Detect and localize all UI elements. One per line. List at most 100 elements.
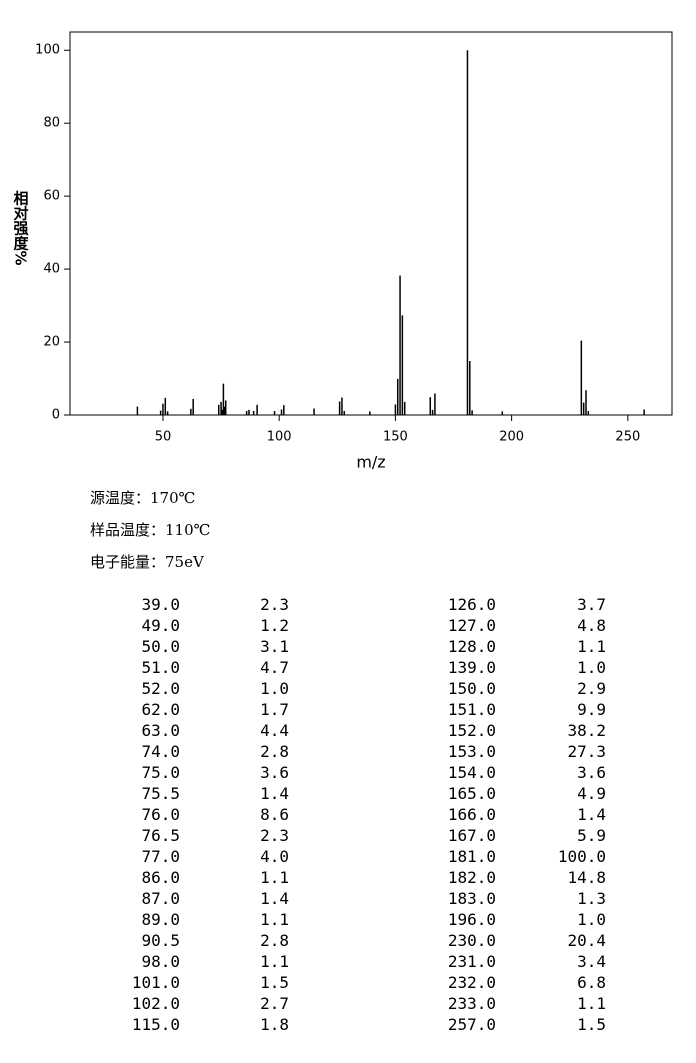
intensity-cell: 1.0 bbox=[577, 910, 606, 929]
intensity-cell: 1.0 bbox=[577, 658, 606, 677]
info-line: 电子能量：75eV bbox=[90, 553, 204, 571]
intensity-cell: 5.9 bbox=[577, 826, 606, 845]
intensity-cell: 1.1 bbox=[577, 637, 606, 656]
intensity-cell: 38.2 bbox=[567, 721, 606, 740]
intensity-cell: 3.4 bbox=[577, 952, 606, 971]
intensity-cell: 2.9 bbox=[577, 679, 606, 698]
mz-cell: 233.0 bbox=[447, 994, 496, 1013]
mz-cell: 257.0 bbox=[447, 1015, 496, 1034]
mz-cell: 89.0 bbox=[141, 910, 180, 929]
intensity-cell: 4.9 bbox=[577, 784, 606, 803]
mz-cell: 76.5 bbox=[141, 826, 180, 845]
mz-cell: 52.0 bbox=[141, 679, 180, 698]
mz-cell: 128.0 bbox=[447, 637, 496, 656]
intensity-cell: 1.2 bbox=[260, 616, 289, 635]
mz-cell: 87.0 bbox=[141, 889, 180, 908]
mz-cell: 75.5 bbox=[141, 784, 180, 803]
intensity-cell: 1.4 bbox=[260, 784, 289, 803]
mz-cell: 77.0 bbox=[141, 847, 180, 866]
mz-cell: 196.0 bbox=[447, 910, 496, 929]
intensity-cell: 3.6 bbox=[260, 763, 289, 782]
intensity-cell: 8.6 bbox=[260, 805, 289, 824]
x-tick-label: 100 bbox=[267, 430, 292, 445]
intensity-cell: 1.1 bbox=[260, 868, 289, 887]
intensity-cell: 14.8 bbox=[567, 868, 606, 887]
y-tick-label: 20 bbox=[43, 335, 60, 350]
x-tick-label: 250 bbox=[615, 430, 640, 445]
intensity-cell: 2.3 bbox=[260, 595, 289, 614]
intensity-cell: 1.1 bbox=[260, 952, 289, 971]
mz-cell: 183.0 bbox=[447, 889, 496, 908]
intensity-cell: 4.7 bbox=[260, 658, 289, 677]
intensity-cell: 1.5 bbox=[260, 973, 289, 992]
mz-cell: 166.0 bbox=[447, 805, 496, 824]
intensity-cell: 3.7 bbox=[577, 595, 606, 614]
intensity-cell: 1.3 bbox=[577, 889, 606, 908]
mz-cell: 51.0 bbox=[141, 658, 180, 677]
intensity-cell: 20.4 bbox=[567, 931, 606, 950]
mz-cell: 63.0 bbox=[141, 721, 180, 740]
intensity-cell: 4.4 bbox=[260, 721, 289, 740]
mz-cell: 152.0 bbox=[447, 721, 496, 740]
x-tick-label: 200 bbox=[499, 430, 524, 445]
y-tick-label: 0 bbox=[52, 408, 60, 423]
intensity-cell: 9.9 bbox=[577, 700, 606, 719]
mz-cell: 151.0 bbox=[447, 700, 496, 719]
chart: m/z 相对强度% 0 20 40 60 80 100 50 100 150 200 250 bbox=[12, 31, 673, 472]
mz-cell: 165.0 bbox=[447, 784, 496, 803]
intensity-cell: 100.0 bbox=[557, 847, 606, 866]
mz-cell: 62.0 bbox=[141, 700, 180, 719]
mz-cell: 50.0 bbox=[141, 637, 180, 656]
mz-cell: 75.0 bbox=[141, 763, 180, 782]
y-tick-label: 100 bbox=[35, 43, 60, 58]
plot-frame bbox=[69, 31, 673, 416]
intensity-cell: 2.7 bbox=[260, 994, 289, 1013]
mz-cell: 115.0 bbox=[131, 1015, 180, 1034]
mz-cell: 76.0 bbox=[141, 805, 180, 824]
mz-cell: 98.0 bbox=[141, 952, 180, 971]
y-tick-label: 60 bbox=[43, 189, 60, 204]
mz-cell: 181.0 bbox=[447, 847, 496, 866]
intensity-cell: 1.0 bbox=[260, 679, 289, 698]
intensity-cell: 1.1 bbox=[260, 910, 289, 929]
intensity-cell: 1.7 bbox=[260, 700, 289, 719]
intensity-cell: 2.3 bbox=[260, 826, 289, 845]
mz-cell: 231.0 bbox=[447, 952, 496, 971]
mz-cell: 232.0 bbox=[447, 973, 496, 992]
x-tick-label: 150 bbox=[383, 430, 408, 445]
mz-cell: 154.0 bbox=[447, 763, 496, 782]
intensity-cell: 3.1 bbox=[260, 637, 289, 656]
mz-cell: 102.0 bbox=[131, 994, 180, 1013]
mz-cell: 153.0 bbox=[447, 742, 496, 761]
mz-cell: 74.0 bbox=[141, 742, 180, 761]
mz-cell: 86.0 bbox=[141, 868, 180, 887]
mz-cell: 90.5 bbox=[141, 931, 180, 950]
intensity-cell: 1.1 bbox=[577, 994, 606, 1013]
intensity-cell: 4.8 bbox=[577, 616, 606, 635]
intensity-cell: 4.0 bbox=[260, 847, 289, 866]
info-line: 源温度：170℃ bbox=[90, 489, 196, 507]
mz-cell: 139.0 bbox=[447, 658, 496, 677]
mz-cell: 230.0 bbox=[447, 931, 496, 950]
y-tick-label: 80 bbox=[43, 116, 60, 131]
mz-cell: 150.0 bbox=[447, 679, 496, 698]
mz-cell: 49.0 bbox=[141, 616, 180, 635]
mz-cell: 182.0 bbox=[447, 868, 496, 887]
intensity-cell: 1.4 bbox=[577, 805, 606, 824]
mz-cell: 39.0 bbox=[141, 595, 180, 614]
y-axis-label: 相对强度% bbox=[12, 190, 30, 266]
mz-cell: 167.0 bbox=[447, 826, 496, 845]
mz-cell: 127.0 bbox=[447, 616, 496, 635]
x-axis-label: m/z bbox=[356, 453, 385, 472]
intensity-cell: 6.8 bbox=[577, 973, 606, 992]
intensity-cell: 3.6 bbox=[577, 763, 606, 782]
intensity-cell: 1.4 bbox=[260, 889, 289, 908]
intensity-cell: 1.5 bbox=[577, 1015, 606, 1034]
x-tick-label: 50 bbox=[155, 430, 172, 445]
intensity-cell: 2.8 bbox=[260, 931, 289, 950]
intensity-cell: 2.8 bbox=[260, 742, 289, 761]
mz-cell: 101.0 bbox=[131, 973, 180, 992]
y-tick-label: 40 bbox=[43, 262, 60, 277]
mz-cell: 126.0 bbox=[447, 595, 496, 614]
